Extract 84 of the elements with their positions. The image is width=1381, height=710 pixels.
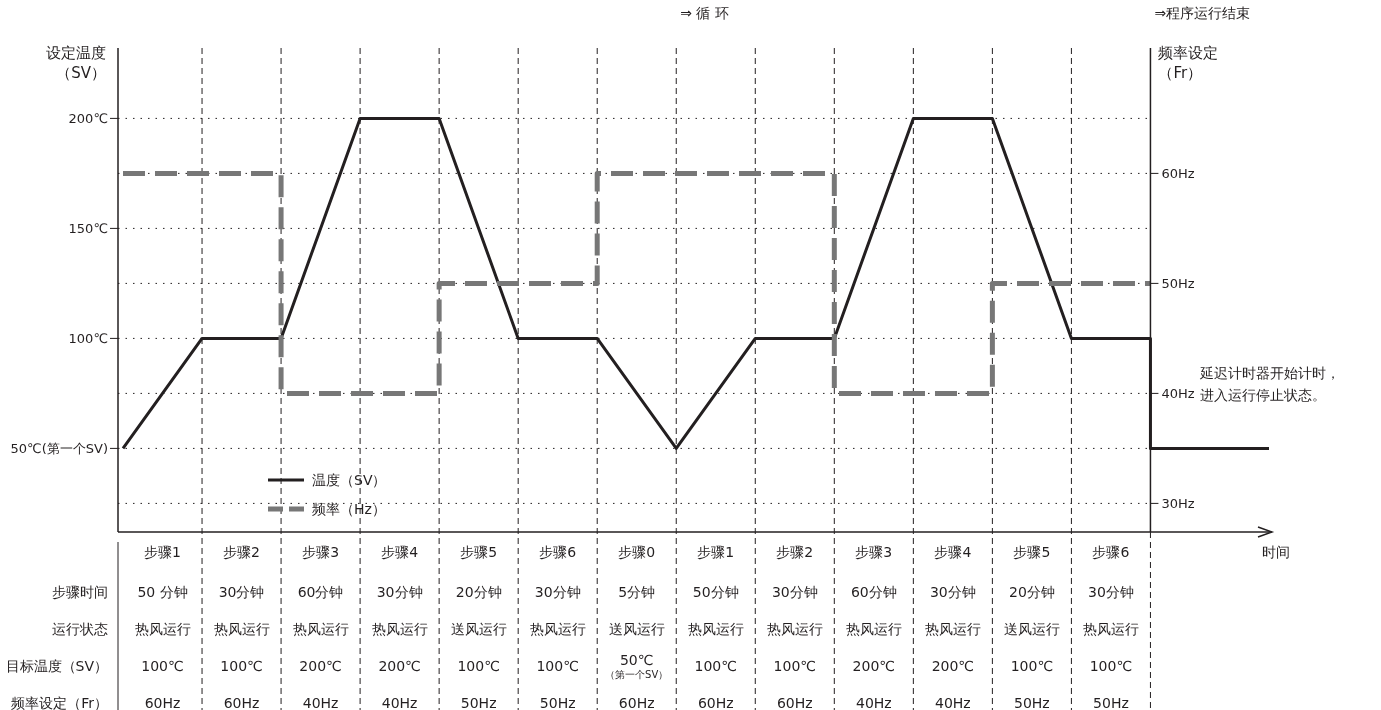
text: 50分钟 <box>692 584 739 600</box>
text: 步骤时间 <box>52 584 108 600</box>
text: 60分钟 <box>297 584 344 600</box>
x-tick-label: 步骤1 <box>144 544 181 560</box>
text: ⇒程序运行结束 <box>1154 5 1251 21</box>
annotation: 延迟计时器开始计时，进入运行停止状态。 <box>1199 365 1341 403</box>
text: ⇒ 循 环 <box>680 5 729 21</box>
x-tick-label: 步骤6 <box>539 544 577 560</box>
text: 20分钟 <box>1008 584 1055 600</box>
text: 5分钟 <box>618 584 656 600</box>
text: 送风运行 <box>1003 621 1060 637</box>
text: 60Hz <box>144 695 181 710</box>
text: 送风运行 <box>450 621 507 637</box>
text: 30分钟 <box>218 584 265 600</box>
text: 运行状态 <box>52 621 108 637</box>
text: 热风运行 <box>134 621 191 637</box>
text: 50 分钟 <box>137 584 188 600</box>
text: 50Hz <box>1014 695 1050 710</box>
text: 30分钟 <box>376 584 423 600</box>
y2-tick-label: 30Hz <box>1161 495 1195 511</box>
y-tick-label: 200℃ <box>68 110 108 126</box>
x-tick-label: 步骤2 <box>776 544 814 560</box>
text: 200℃ <box>378 658 421 674</box>
text: 热风运行 <box>292 621 349 637</box>
y-tick-label: 100℃ <box>68 330 108 346</box>
text: 100℃ <box>220 658 263 674</box>
y2-axis-title: 频率设定（Fr） <box>1158 44 1219 82</box>
text: 60Hz <box>697 695 734 710</box>
text: 100℃ <box>1089 658 1133 674</box>
x-tick-label: 步骤4 <box>381 544 419 560</box>
text: 目标温度（SV） <box>5 658 108 674</box>
x-tick-label: 步骤5 <box>460 544 498 560</box>
text: 100℃ <box>536 658 579 674</box>
text: 200℃ <box>931 658 975 674</box>
y-tick-label: 50℃(第一个SV) <box>10 440 108 456</box>
y2-tick-label: 60Hz <box>1161 165 1195 181</box>
text: 30分钟 <box>1088 584 1134 600</box>
text: 20分钟 <box>455 584 502 600</box>
text: 60分钟 <box>850 584 897 600</box>
y2-tick-label: 40Hz <box>1161 385 1195 401</box>
legend-label: 频率（Hz） <box>312 500 386 517</box>
x-tick-label: 步骤2 <box>223 544 261 560</box>
text: 热风运行 <box>1082 621 1139 637</box>
text: 30分钟 <box>929 584 976 600</box>
x-tick-label: 步骤3 <box>302 544 340 560</box>
text: 40Hz <box>381 695 418 710</box>
text: 50Hz <box>539 695 576 710</box>
text: 40Hz <box>302 695 339 710</box>
text: 热风运行 <box>766 621 823 637</box>
text: 热风运行 <box>687 621 744 637</box>
legend-label: 温度（SV） <box>312 471 387 488</box>
text: 100℃ <box>773 658 817 674</box>
text: 100℃ <box>694 658 737 674</box>
x-axis-title: 时间 <box>1262 544 1290 560</box>
text: 热风运行 <box>529 621 586 637</box>
text: 送风运行 <box>608 621 665 637</box>
text: 40Hz <box>935 695 971 710</box>
y2-tick-label: 50Hz <box>1161 275 1195 291</box>
text: 50Hz <box>1093 695 1129 710</box>
text: 频率设定（Fr） <box>11 695 108 710</box>
y-axis-title: 设定温度（SV） <box>46 44 106 82</box>
text: 热风运行 <box>924 621 981 637</box>
text: 热风运行 <box>845 621 902 637</box>
x-tick-label: 步骤0 <box>618 544 656 560</box>
text: 30分钟 <box>771 584 818 600</box>
text: 40Hz <box>855 695 892 710</box>
x-tick-label: 步骤6 <box>1092 544 1130 560</box>
text: 60Hz <box>223 695 260 710</box>
text: 60Hz <box>618 695 655 710</box>
text: 200℃ <box>299 658 342 674</box>
x-tick-label: 步骤4 <box>934 544 972 560</box>
text: 热风运行 <box>371 621 428 637</box>
text: 50Hz <box>460 695 497 710</box>
text: 100℃ <box>457 658 500 674</box>
text: 热风运行 <box>213 621 270 637</box>
x-tick-label: 步骤1 <box>697 544 735 560</box>
text: 30分钟 <box>534 584 581 600</box>
text: 100℃ <box>141 658 184 674</box>
text: 60Hz <box>776 695 813 710</box>
text: 200℃ <box>852 658 896 674</box>
y-tick-label: 150℃ <box>68 220 108 236</box>
text: 100℃ <box>1010 658 1054 674</box>
x-tick-label: 步骤5 <box>1013 544 1051 560</box>
x-tick-label: 步骤3 <box>855 544 893 560</box>
